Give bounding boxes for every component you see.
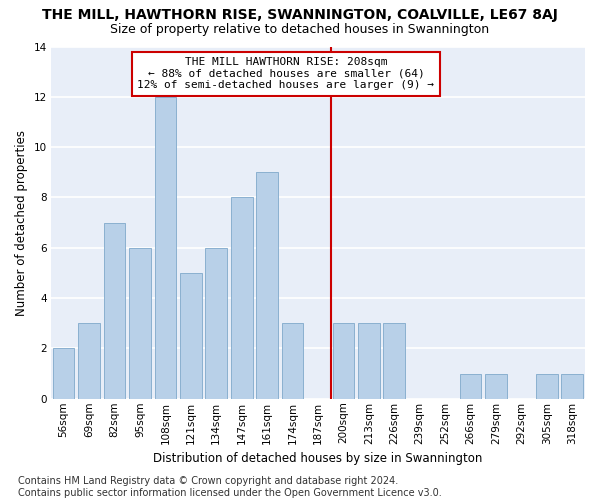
Text: THE MILL HAWTHORN RISE: 208sqm
← 88% of detached houses are smaller (64)
12% of : THE MILL HAWTHORN RISE: 208sqm ← 88% of … [137, 57, 434, 90]
Text: Size of property relative to detached houses in Swannington: Size of property relative to detached ho… [110, 22, 490, 36]
Bar [231, 198, 253, 399]
Text: Contains HM Land Registry data © Crown copyright and database right 2024.
Contai: Contains HM Land Registry data © Crown c… [18, 476, 442, 498]
Bar [256, 172, 278, 399]
Bar [383, 324, 405, 399]
Text: THE MILL, HAWTHORN RISE, SWANNINGTON, COALVILLE, LE67 8AJ: THE MILL, HAWTHORN RISE, SWANNINGTON, CO… [42, 8, 558, 22]
Bar [332, 324, 354, 399]
Bar [129, 248, 151, 399]
Bar [79, 324, 100, 399]
Bar [205, 248, 227, 399]
Bar [536, 374, 557, 399]
Y-axis label: Number of detached properties: Number of detached properties [15, 130, 28, 316]
Bar [562, 374, 583, 399]
Bar [53, 348, 74, 399]
Bar [282, 324, 304, 399]
Bar [485, 374, 507, 399]
Bar [358, 324, 380, 399]
X-axis label: Distribution of detached houses by size in Swannington: Distribution of detached houses by size … [153, 452, 482, 465]
Bar [460, 374, 481, 399]
Bar [155, 97, 176, 399]
Bar [180, 273, 202, 399]
Bar [104, 222, 125, 399]
